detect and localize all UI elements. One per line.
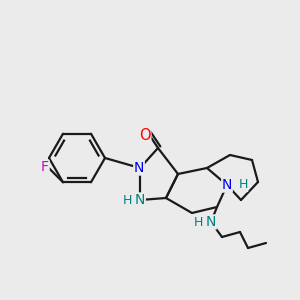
Text: F: F: [41, 160, 49, 174]
Text: H: H: [238, 178, 248, 191]
Text: H: H: [122, 194, 132, 206]
Text: N: N: [206, 215, 216, 229]
Text: N: N: [134, 161, 144, 175]
Text: N: N: [135, 193, 145, 207]
Text: O: O: [139, 128, 151, 142]
Text: H: H: [193, 215, 203, 229]
Text: N: N: [222, 178, 232, 192]
